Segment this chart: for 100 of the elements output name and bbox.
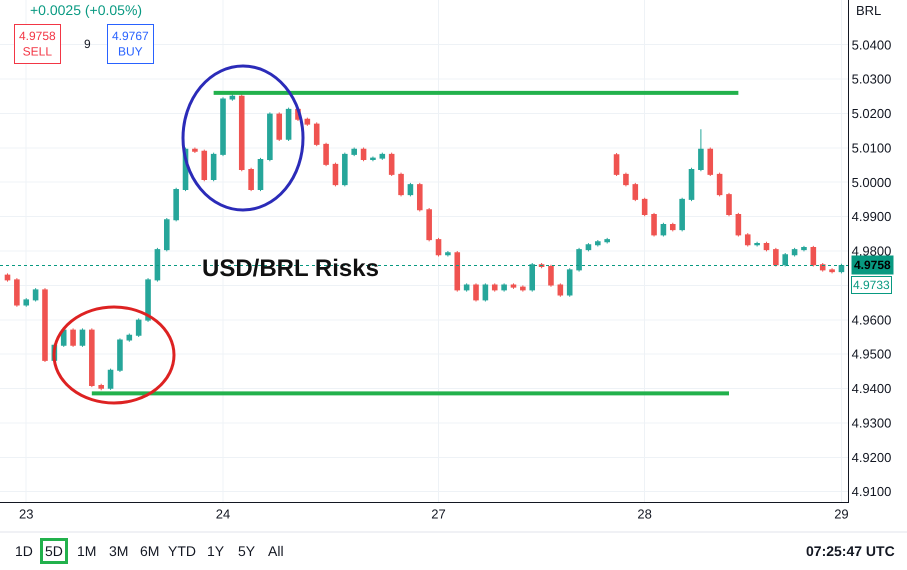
candlestick <box>586 242 592 252</box>
ref-line-label: 4.9758 <box>854 258 892 272</box>
text: 1D <box>15 543 33 559</box>
y-tick-label: 4.9100 <box>852 484 892 500</box>
candlestick <box>688 167 694 202</box>
candlestick <box>201 149 208 182</box>
candlestick <box>632 182 638 202</box>
candlestick <box>492 282 498 292</box>
y-tick-label: 4.9900 <box>852 209 892 224</box>
text: 5Y <box>238 543 256 559</box>
candlestick <box>408 182 414 197</box>
candlestick <box>23 298 30 308</box>
text: 6M <box>140 543 160 559</box>
candlestick <box>510 282 516 290</box>
candlestick <box>595 240 601 248</box>
candlestick <box>360 147 366 162</box>
candlestick <box>566 268 572 298</box>
candlestick <box>736 212 742 238</box>
candlestick <box>801 245 807 252</box>
candlestick <box>14 278 20 308</box>
candlestick <box>792 247 798 257</box>
text: USD/BRL Risks <box>202 255 379 282</box>
y-tick-label: 5.0400 <box>852 37 892 52</box>
candlestick <box>576 247 582 272</box>
annotation: 9 <box>84 37 91 51</box>
text: 1M <box>77 543 96 559</box>
x-tick-label: 23 <box>19 506 34 522</box>
candlestick <box>473 282 479 302</box>
candlestick <box>314 122 320 147</box>
y-tick-label: 4.9800 <box>852 244 892 259</box>
candlestick <box>98 383 104 391</box>
candlestick <box>286 107 292 142</box>
y-tick-label: 5.0300 <box>852 72 892 87</box>
candlestick <box>117 338 123 373</box>
candlestick <box>154 247 160 282</box>
candlestick <box>42 288 48 363</box>
candlestick <box>614 152 620 177</box>
candlestick <box>651 212 657 238</box>
x-tick-label: 29 <box>834 506 849 522</box>
text: YTD <box>168 543 196 559</box>
candlestick <box>670 222 676 232</box>
candlestick <box>32 288 38 302</box>
candlestick <box>744 232 751 248</box>
candlestick <box>623 172 629 187</box>
candlestick <box>323 142 329 167</box>
text: 4.9733 <box>853 278 890 292</box>
candlestick <box>210 152 216 182</box>
candlestick <box>482 282 488 302</box>
text: 1Y <box>207 543 225 559</box>
candlestick <box>426 208 432 242</box>
candlestick <box>707 147 714 177</box>
candlestick <box>192 147 198 154</box>
candlestick <box>782 252 788 267</box>
candlestick <box>258 157 264 192</box>
y-tick-label: 5.0100 <box>852 140 892 156</box>
candlestick <box>370 156 376 162</box>
candlestick <box>642 197 648 217</box>
text: 07:25:47 UTC <box>806 543 895 559</box>
x-tick-label: 28 <box>637 506 652 522</box>
candlestick <box>810 245 816 267</box>
candlestick <box>398 172 404 197</box>
y-tick-label: 4.9400 <box>852 381 892 396</box>
candlestick <box>773 247 779 267</box>
candlestick <box>416 182 423 212</box>
annotation: 4.9767 BUY <box>112 29 150 59</box>
candlestick <box>70 328 76 348</box>
y-tick-label: 4.9600 <box>852 312 892 328</box>
x-tick-label: 27 <box>431 506 446 522</box>
y-axis-title: BRL <box>856 3 882 18</box>
y-tick-label: 5.0200 <box>852 106 892 122</box>
candlestick <box>679 197 685 232</box>
candlestick <box>716 172 722 197</box>
candlestick <box>604 237 610 244</box>
candlestick <box>520 284 526 292</box>
candlestick <box>558 282 564 298</box>
candlestick <box>108 368 114 390</box>
x-tick-label: 24 <box>216 506 230 522</box>
candlestick <box>164 217 170 252</box>
candlestick <box>304 117 310 126</box>
annotation: +0.0025 (+0.05%) <box>30 2 142 18</box>
candlestick <box>342 152 348 187</box>
candlestick <box>454 250 460 292</box>
candlestick <box>248 167 254 192</box>
candlestick <box>529 262 536 292</box>
candlestick <box>829 268 835 274</box>
candlestick <box>445 250 451 257</box>
y-tick-label: 4.9500 <box>852 346 892 362</box>
candlestick <box>388 152 394 177</box>
candlestick <box>754 241 760 248</box>
candlestick <box>764 241 770 252</box>
text: 5D <box>45 543 63 559</box>
candlestick <box>267 112 273 162</box>
y-tick-label: 5.0000 <box>852 174 892 190</box>
candlestick <box>136 318 142 338</box>
candlestick <box>276 112 282 142</box>
candlestick <box>698 128 704 172</box>
candlestick <box>4 272 10 282</box>
candlestick <box>145 278 151 322</box>
candlestick <box>238 94 245 172</box>
candlestick <box>464 282 470 292</box>
